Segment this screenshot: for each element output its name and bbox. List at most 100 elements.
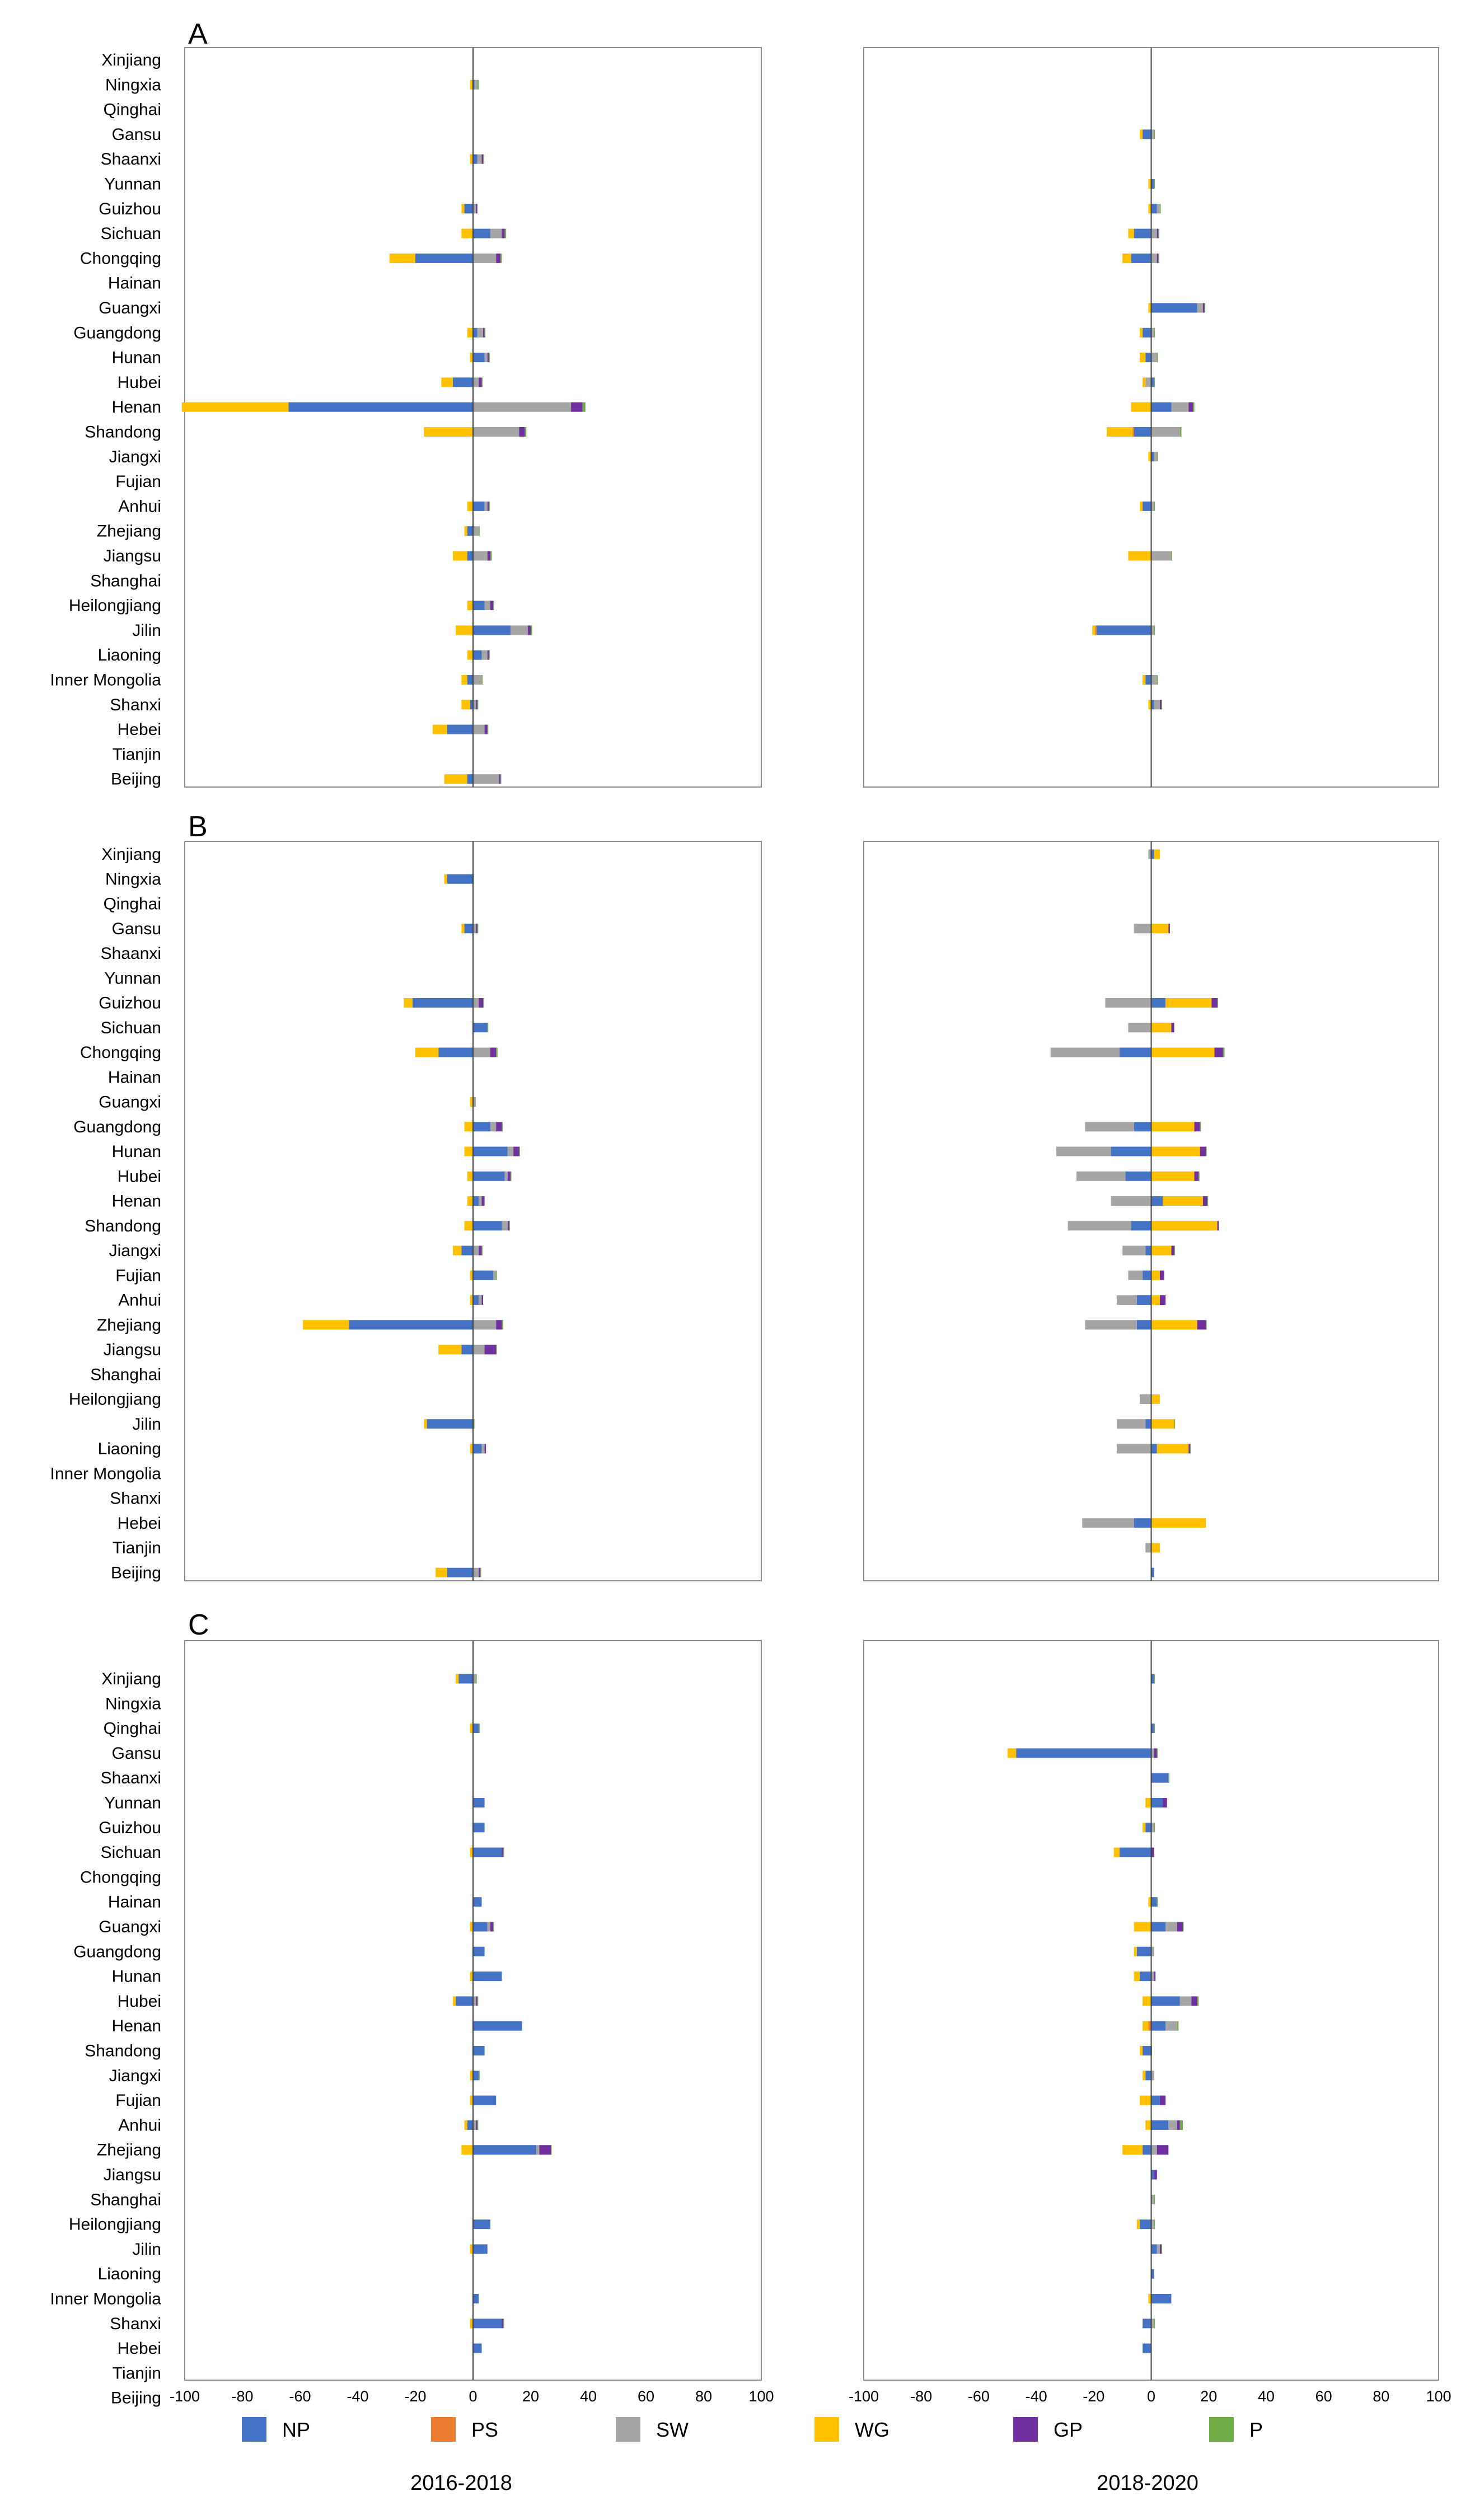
bar-sw-chongqing xyxy=(1050,1047,1120,1057)
bar-np-zhejiang xyxy=(467,526,473,536)
bar-wg-gansu xyxy=(1151,924,1169,934)
bar-p-hubei xyxy=(481,377,483,387)
bar-p-xinjiang xyxy=(476,1674,477,1684)
category-label-shanghai: Shanghai xyxy=(90,2190,161,2209)
bar-np-jiangsu xyxy=(467,551,473,561)
bar-np-inner-mongolia xyxy=(1145,675,1151,685)
bar-np-henan xyxy=(1151,2021,1166,2031)
bar-np-zhejiang xyxy=(1143,2145,1151,2155)
bar-sw-ningxia xyxy=(474,79,477,90)
category-label-guangdong: Guangdong xyxy=(73,324,161,342)
category-label-gansu: Gansu xyxy=(112,1744,161,1763)
legend-label-np: NP xyxy=(282,2418,310,2441)
category-label-guangdong: Guangdong xyxy=(73,1118,161,1136)
bar-np-guizhou xyxy=(1145,1823,1151,1833)
bar-p-shanxi xyxy=(1154,2319,1155,2329)
bar-np-liaoning xyxy=(473,1444,482,1454)
bar-wg-guizhou xyxy=(461,204,465,214)
bar-wg-guizhou xyxy=(1165,998,1212,1008)
category-label-beijing: Beijing xyxy=(111,2389,161,2408)
bar-np-jilin xyxy=(427,1419,473,1429)
bar-sw-heilongjiang xyxy=(1139,1394,1151,1404)
bar-wg-jilin xyxy=(1151,1419,1174,1429)
bar-wg-hainan xyxy=(1148,1897,1151,1907)
bar-sw-henan xyxy=(1111,1196,1151,1206)
category-label-hebei: Hebei xyxy=(118,1514,161,1533)
bar-p-anhui xyxy=(1179,2120,1183,2130)
bar-np-jilin xyxy=(1151,2244,1157,2254)
bar-np-heilongjiang xyxy=(473,2219,490,2230)
bar-sw-anhui xyxy=(484,501,488,511)
bar-np-shanxi xyxy=(1143,2319,1151,2329)
bar-sw-hebei xyxy=(473,724,485,734)
bar-p-chongqing xyxy=(496,1047,498,1057)
bar-p-guangxi xyxy=(1182,1922,1184,1932)
bar-gp-gansu xyxy=(1168,924,1170,934)
bar-sw-inner-mongolia xyxy=(1151,675,1157,685)
bar-gp-zhejiang xyxy=(1197,1320,1206,1330)
x-tick-label: 80 xyxy=(695,2388,712,2405)
bar-np-guizhou xyxy=(412,998,473,1008)
bar-sw-guangdong xyxy=(1151,327,1154,338)
bar-sw-inner-mongolia xyxy=(473,675,482,685)
bar-np-chongqing xyxy=(438,1047,473,1057)
x-tick-label: -60 xyxy=(968,2388,990,2405)
bar-sw-guangdong xyxy=(1085,1122,1134,1132)
bar-sw-zhejiang xyxy=(1085,1320,1137,1330)
bar-p-guangdong xyxy=(1154,327,1155,338)
bar-np-jiangsu xyxy=(461,1345,473,1355)
bar-np-inner-mongolia xyxy=(473,2294,479,2303)
bar-gp-jiangxi xyxy=(1171,1245,1174,1256)
bar-np-shandong xyxy=(473,2046,485,2055)
bar-wg-sichuan xyxy=(1151,1023,1172,1033)
bar-gp-chongqing xyxy=(1214,1047,1223,1057)
bar-np-jiangxi xyxy=(473,2071,479,2081)
bar-p-jilin xyxy=(1154,625,1155,635)
bar-gp-henan xyxy=(481,1196,485,1206)
bar-np-guangxi xyxy=(1151,1922,1166,1932)
bar-gp-liaoning xyxy=(1188,1444,1190,1454)
chart-a-2018-2020 xyxy=(863,47,1439,788)
bar-sw-shandong xyxy=(1068,1221,1131,1231)
bar-p-hubei xyxy=(1199,1171,1200,1181)
bar-wg-zhejiang xyxy=(464,526,467,536)
bar-np-hubei xyxy=(1151,377,1154,387)
bar-sw-sichuan xyxy=(490,228,502,238)
category-label-beijing: Beijing xyxy=(111,770,161,789)
category-label-guizhou: Guizhou xyxy=(99,200,161,218)
bar-wg-hubei xyxy=(1143,1996,1151,2006)
x-tick-label: -40 xyxy=(1026,2388,1047,2405)
bar-wg-hubei xyxy=(441,377,453,387)
bar-np-hebei xyxy=(1143,2343,1151,2353)
bar-sw-shanxi xyxy=(1151,2319,1154,2329)
bar-sw-jilin xyxy=(1116,1419,1146,1429)
bar-sw-xinjiang xyxy=(473,1674,476,1684)
category-label-jiangsu: Jiangsu xyxy=(104,1341,161,1359)
bar-np-xinjiang xyxy=(1151,1674,1154,1684)
bar-p-hubei xyxy=(1197,1996,1199,2006)
bar-sw-zhejiang xyxy=(536,2145,540,2155)
category-label-shanxi: Shanxi xyxy=(110,696,161,714)
bar-gp-chongqing xyxy=(496,253,500,263)
bar-np-hubei xyxy=(452,377,473,387)
x-tick-label: -80 xyxy=(231,2388,253,2405)
category-label-jiangxi: Jiangxi xyxy=(109,448,161,466)
category-label-guangdong: Guangdong xyxy=(73,1942,161,1961)
bar-np-jiangxi xyxy=(461,1245,473,1256)
bar-np-guizhou xyxy=(473,1823,485,1833)
category-label-hainan: Hainan xyxy=(108,274,161,293)
bar-sw-anhui xyxy=(1168,2120,1177,2130)
category-label-guizhou: Guizhou xyxy=(99,994,161,1013)
bar-p-sichuan xyxy=(503,1847,504,1857)
bar-wg-shanxi xyxy=(1148,700,1151,710)
category-label-zhejiang: Zhejiang xyxy=(97,2141,161,2160)
bar-sw-jiangxi xyxy=(1151,2071,1154,2081)
category-label-inner-mongolia: Inner Mongolia xyxy=(50,671,162,690)
bar-np-hunan xyxy=(473,1146,508,1156)
bar-p-zhejiang xyxy=(479,526,480,536)
bar-wg-beijing xyxy=(436,1567,447,1577)
bar-p-anhui xyxy=(489,501,490,511)
bar-np-shandong xyxy=(473,1221,502,1231)
bar-p-qinghai xyxy=(479,1724,480,1734)
panel-letter-b: B xyxy=(188,811,208,843)
